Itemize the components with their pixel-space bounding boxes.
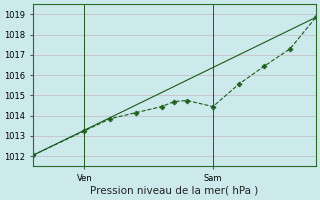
X-axis label: Pression niveau de la mer( hPa ): Pression niveau de la mer( hPa ) xyxy=(90,186,259,196)
